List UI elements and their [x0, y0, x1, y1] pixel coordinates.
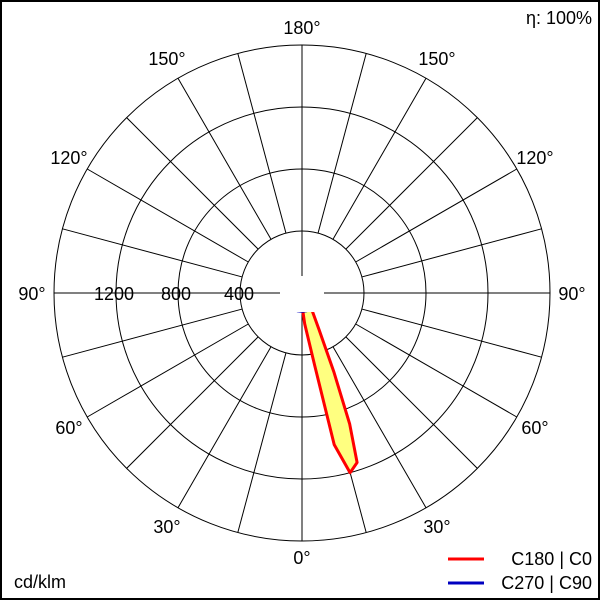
- angle-label-60-left: 60°: [55, 418, 82, 438]
- radial-tick-label-400: 400: [224, 284, 254, 304]
- grid-spoke-45: [345, 336, 478, 469]
- angle-label-180: 180°: [283, 18, 320, 38]
- efficiency-label: η: 100%: [526, 8, 592, 28]
- angle-label-90-left: 90°: [18, 284, 45, 304]
- grid-spoke-30: [332, 346, 427, 509]
- center-label-gap: [280, 276, 324, 312]
- grid-spoke-105: [361, 228, 542, 278]
- legend-label-c180-c0: C180 | C0: [511, 549, 592, 569]
- angle-label-60-right: 60°: [521, 418, 548, 438]
- angle-label-150-left: 150°: [148, 49, 185, 69]
- grid-spoke-315: [126, 336, 259, 469]
- grid-spoke-210: [177, 77, 272, 240]
- angle-label-90-right: 90°: [558, 284, 585, 304]
- grid-spoke-285: [62, 308, 243, 358]
- grid-spoke-300: [86, 323, 249, 418]
- grid-spoke-60: [355, 323, 518, 418]
- angle-label-120-left: 120°: [50, 148, 87, 168]
- grid-spoke-330: [177, 346, 272, 509]
- angle-label-150-right: 150°: [418, 49, 455, 69]
- angle-label-0: 0°: [293, 548, 310, 568]
- grid-spoke-150: [332, 77, 427, 240]
- legend: C180 | C0 C270 | C90: [448, 549, 592, 593]
- angle-label-120-right: 120°: [516, 148, 553, 168]
- radial-tick-label-1200: 1200: [94, 284, 134, 304]
- grid-spoke-345: [237, 352, 287, 533]
- grid-spoke-165: [317, 53, 367, 234]
- polar-grid: [53, 44, 551, 542]
- grid-spoke-255: [62, 228, 243, 278]
- grid-spoke-75: [361, 308, 542, 358]
- radial-tick-label-800: 800: [161, 284, 191, 304]
- grid-spoke-135: [345, 117, 478, 250]
- grid-spoke-240: [86, 168, 249, 263]
- angle-label-30-left: 30°: [153, 517, 180, 537]
- unit-label: cd/klm: [14, 572, 66, 592]
- grid-spoke-195: [237, 53, 287, 234]
- legend-label-c270-c90: C270 | C90: [501, 573, 592, 593]
- angle-label-30-right: 30°: [423, 517, 450, 537]
- grid-spoke-120: [355, 168, 518, 263]
- grid-spoke-225: [126, 117, 259, 250]
